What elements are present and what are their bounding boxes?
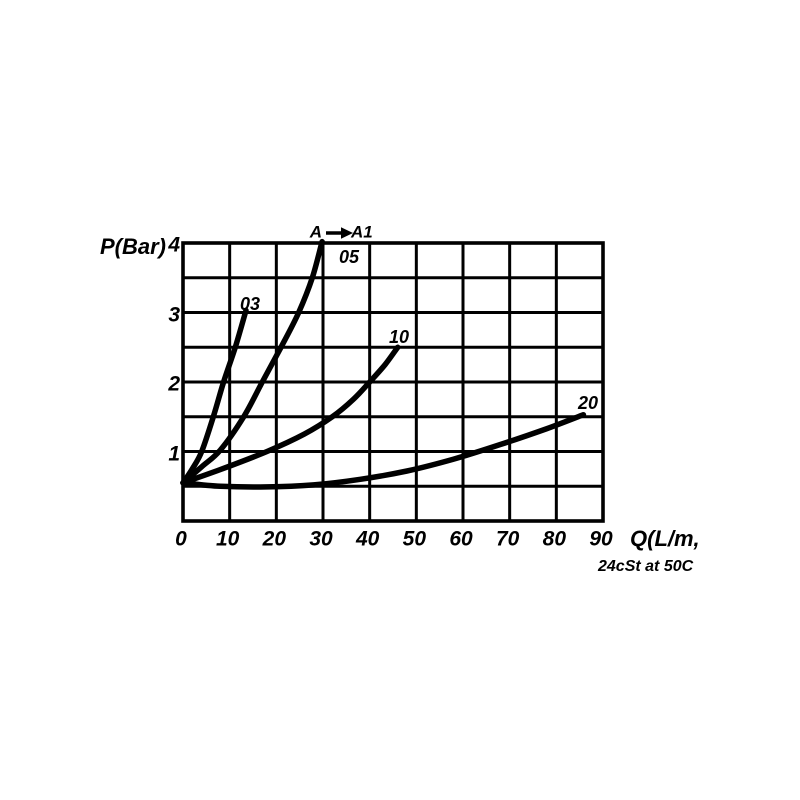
- flow-arrow-from-label: A: [309, 222, 322, 242]
- plot-border: [181, 241, 605, 523]
- y-tick-label-3: 3: [168, 303, 180, 326]
- flow-arrow-to-label: A1: [351, 222, 373, 242]
- curve-10: [180, 344, 401, 486]
- x-tick-label-90: 90: [589, 527, 613, 551]
- x-tick-label-70: 70: [495, 527, 520, 551]
- x-tick-label-40: 40: [355, 527, 380, 551]
- curve-20: [180, 411, 587, 490]
- x-tick-label-60: 60: [449, 527, 473, 551]
- x-axis-title: Q(L/m,: [630, 526, 700, 551]
- x-tick-label-20: 20: [262, 527, 287, 551]
- curve-05: [180, 238, 325, 486]
- y-tick-label-2: 2: [168, 372, 180, 396]
- curve-label-05: 05: [338, 247, 360, 267]
- y-tick-label-1: 1: [168, 442, 180, 465]
- y-axis-title: P(Bar): [99, 234, 166, 259]
- flow-arrow-head-icon: [341, 227, 353, 239]
- x-tick-label-50: 50: [402, 527, 427, 551]
- viscosity-note: 24cSt at 50C: [598, 558, 694, 575]
- curve-03: [180, 307, 249, 486]
- x-tick-label-0: 0: [175, 527, 187, 551]
- x-tick-label-80: 80: [542, 527, 567, 551]
- x-tick-label-30: 30: [309, 527, 333, 551]
- curve-label-03: 03: [239, 294, 261, 314]
- curve-label-20: 20: [577, 393, 599, 413]
- y-tick-label-4: 4: [168, 233, 180, 257]
- x-tick-label-10: 10: [215, 527, 240, 551]
- curve-label-10: 10: [388, 327, 410, 347]
